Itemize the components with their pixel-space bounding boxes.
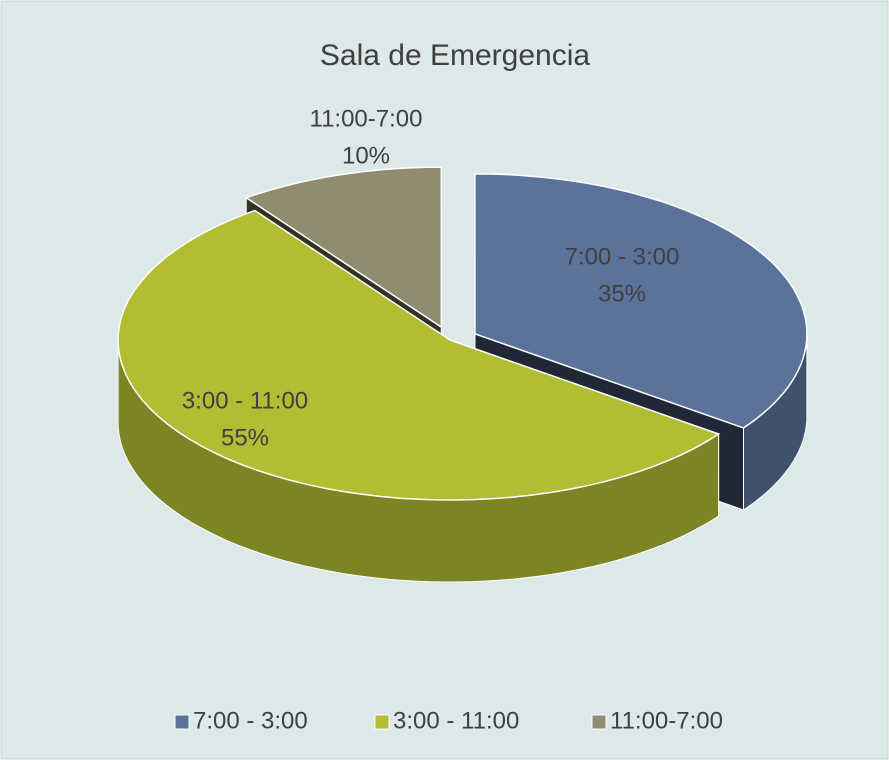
labels: 7:00 - 3:00 35% 3:00 - 11:00 55% 11:00-7:00 1… (182, 105, 680, 451)
data-label-category: 3:00 - 11:00 (182, 387, 308, 414)
slice-top (244, 166, 443, 329)
legend-swatch (591, 714, 607, 730)
legend: 7:00 - 3:00 3:00 - 11:00 11:00-7:00 (174, 707, 723, 734)
chart-title: Sala de Emergencia (320, 39, 590, 72)
legend-swatch (374, 714, 390, 730)
data-label-value: 35% (598, 280, 646, 307)
legend-swatch (174, 714, 190, 730)
legend-label: 3:00 - 11:00 (393, 707, 519, 734)
data-label-category: 7:00 - 3:00 (565, 243, 680, 270)
pie (117, 166, 808, 583)
data-label-value: 10% (342, 142, 390, 169)
data-label-value: 55% (221, 424, 269, 451)
data-label-category: 11:00-7:00 (310, 105, 423, 132)
legend-label: 11:00-7:00 (610, 707, 723, 734)
legend-label: 7:00 - 3:00 (193, 707, 308, 734)
slice-top (117, 209, 721, 501)
pie-slice (117, 209, 721, 583)
slice-top (474, 173, 808, 429)
